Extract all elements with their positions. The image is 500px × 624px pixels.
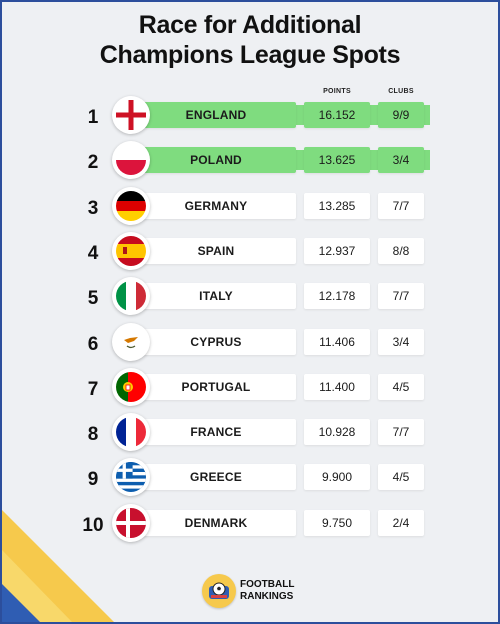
logo-wordmark: FOOTBALL RANKINGS (240, 579, 294, 603)
table-row: 2 POLAND 13.625 3/4 (2, 140, 498, 185)
country-name: ITALY (136, 283, 296, 310)
table-row: 10 DENMARK 9.750 2/4 (2, 503, 498, 548)
points-value: 13.625 (304, 147, 370, 174)
country-name: GERMANY (136, 192, 296, 219)
points-value: 10.928 (304, 419, 370, 446)
clubs-value: 4/5 (378, 373, 424, 400)
points-value: 12.178 (304, 283, 370, 310)
country-name: GREECE (136, 464, 296, 491)
table-row: 8 FRANCE 10.928 7/7 (2, 412, 498, 457)
portugal-flag-icon (112, 367, 150, 406)
clubs-column-header: CLUBS (388, 88, 414, 95)
clubs-value: 2/4 (378, 509, 424, 536)
points-value: 9.900 (304, 464, 370, 491)
poland-flag-icon (112, 141, 150, 180)
clubs-value: 7/7 (378, 283, 424, 310)
points-value: 16.152 (304, 102, 370, 128)
rank-number: 10 (82, 514, 104, 536)
table-row: 9 GREECE 9.900 4/5 (2, 457, 498, 502)
rank-number: 7 (87, 378, 99, 400)
decorative-stripes (2, 510, 114, 622)
logo-line-1: FOOTBALL (240, 579, 295, 590)
title-line-2: Champions League Spots (99, 41, 401, 69)
table-row: 6 CYPRUS 11.406 3/4 (2, 322, 498, 367)
table-row: 5 ITALY 12.178 7/7 (2, 276, 498, 321)
country-name: PORTUGAL (136, 373, 296, 400)
clubs-value: 7/7 (378, 419, 424, 446)
points-value: 11.400 (304, 373, 370, 400)
points-value: 13.285 (304, 192, 370, 219)
clubs-value: 3/4 (378, 147, 424, 174)
football-rankings-logo-icon (202, 574, 236, 608)
spain-flag-icon (112, 231, 150, 270)
points-column-header: POINTS (323, 88, 351, 95)
rank-number: 6 (87, 333, 99, 355)
title-line-1: Race for Additional (138, 11, 362, 39)
clubs-value: 3/4 (378, 328, 424, 355)
table-row: 7 PORTUGAL 11.400 4/5 (2, 367, 498, 412)
country-name: CYPRUS (136, 328, 296, 355)
cyprus-flag-icon (112, 322, 150, 361)
clubs-value: 7/7 (378, 192, 424, 219)
points-value: 9.750 (304, 509, 370, 536)
rank-number: 9 (87, 469, 99, 491)
rank-number: 2 (87, 152, 99, 174)
country-name: POLAND (136, 147, 296, 174)
table-row: 3 GERMANY 13.285 7/7 (2, 186, 498, 231)
clubs-value: 4/5 (378, 464, 424, 491)
page-title: Race for Additional Champions League Spo… (2, 10, 498, 70)
rank-number: 8 (87, 424, 99, 446)
logo-line-2: RANKINGS (240, 591, 294, 602)
rank-number: 3 (87, 197, 99, 219)
country-name: SPAIN (136, 237, 296, 264)
table-row: 1 ENGLAND 16.152 9/9 (2, 95, 498, 140)
table-row: 4 SPAIN 12.937 8/8 (2, 231, 498, 276)
rank-number: 5 (87, 288, 99, 310)
country-name: FRANCE (136, 419, 296, 446)
points-value: 11.406 (304, 328, 370, 355)
points-value: 12.937 (304, 237, 370, 264)
italy-flag-icon (112, 277, 150, 316)
england-flag-icon (112, 96, 150, 134)
rank-number: 1 (87, 107, 99, 128)
country-name: DENMARK (136, 509, 296, 536)
country-name: ENGLAND (136, 102, 296, 128)
france-flag-icon (112, 413, 150, 452)
clubs-value: 8/8 (378, 237, 424, 264)
denmark-flag-icon (112, 503, 150, 542)
rank-number: 4 (87, 242, 99, 264)
football-rankings-logo: FOOTBALL RANKINGS (202, 572, 322, 612)
greece-flag-icon (112, 458, 150, 497)
germany-flag-icon (112, 186, 150, 225)
clubs-value: 9/9 (378, 102, 424, 128)
